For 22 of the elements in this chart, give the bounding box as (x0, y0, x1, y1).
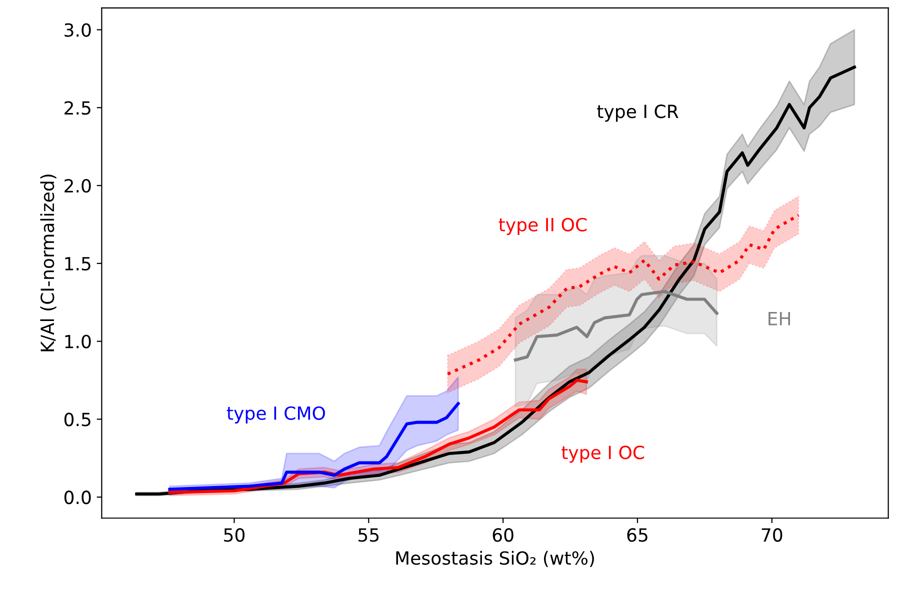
x-tick-label: 60 (492, 528, 514, 542)
y-tick-label: 1.0 (65, 334, 91, 348)
text: EH (768, 312, 790, 326)
text: type I CMO (226, 406, 325, 424)
text: type II OC (498, 218, 587, 235)
line-series (168, 402, 460, 491)
y-tick-label: 0.0 (64, 490, 91, 504)
x-tick-label: 70 (762, 528, 782, 542)
text: type I CR (597, 104, 678, 122)
y-tick-label: 1.5 (65, 257, 90, 271)
line-series (446, 214, 800, 376)
y-tick-label: 2.5 (64, 101, 90, 115)
line-series (514, 290, 718, 362)
y-tick-label: 3.0 (64, 23, 91, 37)
x-tick-label: 55 (358, 528, 379, 542)
y-axis-title: K/Al (CI-normalized) (40, 174, 56, 352)
x-tick-label: 65 (627, 528, 648, 542)
y-tick-label: 2.0 (64, 178, 91, 193)
y-tick-label: 0.5 (64, 412, 90, 426)
x-axis-title: Mesostasis SiO₂ (wt%) (396, 550, 594, 567)
text: type I OC (562, 446, 644, 463)
x-tick-label: 50 (224, 528, 245, 542)
